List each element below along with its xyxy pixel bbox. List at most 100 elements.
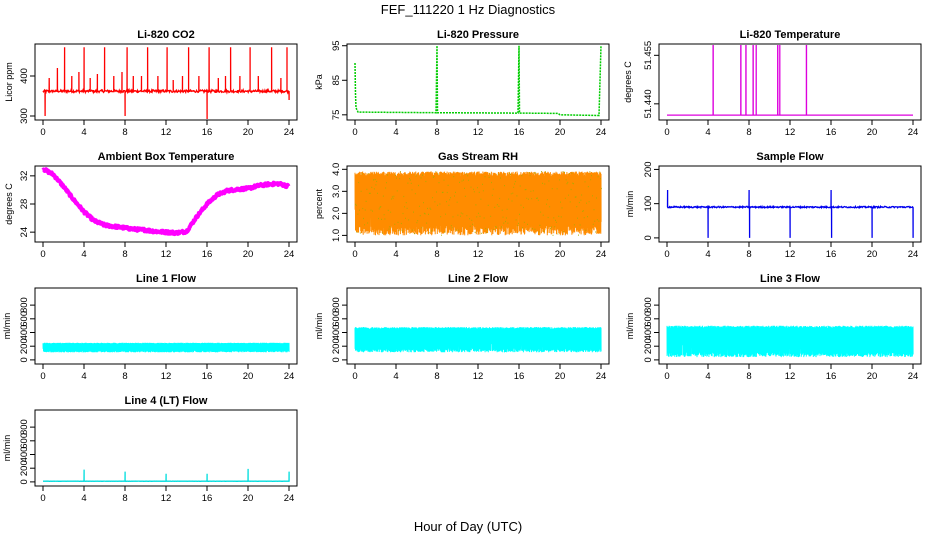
x-tick-label: 16 [826,249,837,260]
y-tick-label: 300 [19,108,30,124]
x-tick-label: 24 [596,127,607,138]
x-tick-label: 8 [434,249,439,260]
y-tick-label: 0 [19,479,30,484]
plot-frame [346,287,610,365]
y-tick-label: 800 [643,297,654,313]
series-band-dots [355,171,602,236]
y-tick-label: 85 [331,75,342,86]
panel-title: Line 3 Flow [760,273,820,285]
y-axis-label: ml/min [314,313,324,340]
panel-gas-stream-rh: Gas Stream RH percent 0 4 8 12 16 20 24 1.0 2.0 3… [314,151,610,260]
x-tick-label: 0 [40,493,45,504]
x-tick-label: 20 [555,127,566,138]
x-tick-label: 16 [202,371,213,382]
y-tick-label: 51.440 [643,89,654,118]
y-tick-label: 200 [19,338,30,354]
y-axis-label: percent [314,188,324,219]
x-tick-label: 24 [284,249,295,260]
plot-area [354,326,602,353]
series-band [354,171,602,236]
y-tick-label: 3.0 [331,185,342,198]
y-tick-label: 400 [19,68,30,84]
x-tick-label: 20 [555,371,566,382]
panel-title: Ambient Box Temperature [98,151,235,163]
x-tick-label: 4 [81,493,86,504]
y-tick-label: 28 [19,199,30,210]
y-tick-label: 400 [643,325,654,341]
y-tick-label: 200 [643,161,654,177]
x-tick-label: 12 [161,493,172,504]
series-line [41,167,291,237]
y-tick-label: 32 [19,171,30,182]
x-tick-label: 0 [664,249,669,260]
panel-title: Gas Stream RH [438,151,518,163]
x-tick-label: 24 [284,493,295,504]
y-tick-label: 0 [331,357,342,362]
plot-area [43,468,290,483]
plot-area [354,171,602,236]
x-tick-label: 16 [826,127,837,138]
x-tick-label: 12 [785,249,796,260]
x-tick-label: 16 [514,127,525,138]
x-tick-label: 16 [202,493,213,504]
y-axis-label: ml/min [625,191,635,218]
y-axis-label: Licor ppm [4,62,14,102]
y-tick-label: 0 [19,357,30,362]
x-tick-label: 24 [284,371,295,382]
x-tick-label: 8 [746,371,751,382]
x-tick-label: 24 [596,249,607,260]
x-tick-label: 12 [473,371,484,382]
y-tick-label: 400 [19,447,30,463]
y-tick-label: 400 [331,325,342,341]
y-tick-label: 1.0 [331,229,342,242]
series-band [42,342,290,353]
y-tick-label: 800 [331,297,342,313]
x-tick-label: 20 [243,127,254,138]
y-axis-label: degrees C [4,183,14,225]
y-tick-label: 100 [643,196,654,212]
y-tick-label: 400 [19,325,30,341]
y-axis-label: kPa [314,74,324,90]
x-tick-label: 12 [161,127,172,138]
y-axis-label: ml/min [2,313,12,340]
x-tick-label: 16 [202,127,213,138]
x-tick-label: 16 [202,249,213,260]
x-tick-label: 20 [867,371,878,382]
x-tick-label: 8 [122,371,127,382]
x-tick-label: 20 [867,127,878,138]
x-tick-label: 16 [514,249,525,260]
plot-frame [346,43,610,121]
series-line [43,468,290,483]
y-tick-label: 600 [19,311,30,327]
x-tick-label: 8 [746,127,751,138]
y-tick-label: 800 [19,297,30,313]
x-tick-label: 4 [705,371,710,382]
panel-li820-pressure: Li-820 Pressure kPa 0 4 8 12 16 20 24 75 85 95 [314,29,610,138]
x-tick-label: 0 [352,371,357,382]
plot-area [666,325,914,358]
x-tick-label: 24 [596,371,607,382]
y-tick-label: 600 [643,311,654,327]
x-tick-label: 0 [352,127,357,138]
x-tick-label: 20 [243,493,254,504]
x-tick-label: 24 [908,249,919,260]
plot-area [666,189,914,238]
x-tick-label: 8 [434,127,439,138]
series-line [667,45,913,116]
plot-area [42,47,290,119]
panel-title: Li-820 Temperature [740,29,841,41]
x-tick-label: 8 [434,371,439,382]
y-axis-label: degrees C [623,61,633,103]
y-tick-label: 200 [19,460,30,476]
y-tick-label: 200 [643,338,654,354]
panel-li820-co2: Li-820 CO2 Licor ppm 0 4 8 12 16 20 24 300 400 [4,29,298,138]
x-tick-label: 0 [664,127,669,138]
y-tick-label: 0 [643,235,654,240]
y-tick-label: 24 [19,227,30,238]
panel-li820-temperature: Li-820 Temperature degrees C 0 4 8 12 16 20 24… [623,29,922,138]
panel-line1-flow: Line 1 Flow ml/min 0 4 8 12 16 20 24 0 200400600… [2,273,298,382]
figure-x-axis-label: Hour of Day (UTC) [414,519,522,534]
x-tick-label: 4 [81,127,86,138]
x-tick-label: 12 [473,249,484,260]
plot-area [41,167,291,237]
